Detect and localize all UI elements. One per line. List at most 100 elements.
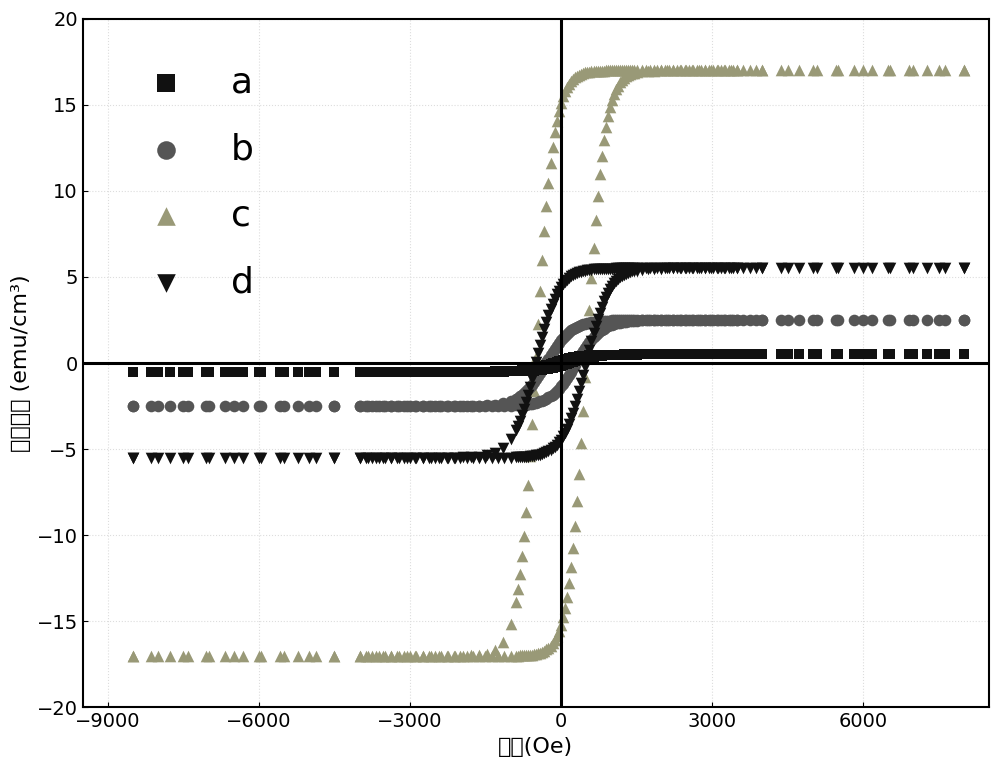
b [326, 400, 342, 412]
c [479, 647, 495, 660]
Point [446, 400, 462, 412]
b [705, 314, 721, 326]
c [705, 65, 721, 77]
Point [217, 452, 233, 464]
Point [549, 630, 565, 642]
d [689, 262, 705, 274]
Point [596, 323, 612, 335]
Point [855, 65, 871, 77]
Point [551, 436, 567, 449]
Point [598, 290, 614, 303]
Point [905, 65, 921, 77]
Point [512, 365, 528, 377]
b [620, 314, 636, 326]
c [581, 65, 597, 78]
Point [634, 349, 650, 361]
Point [526, 397, 542, 409]
a [565, 351, 581, 363]
Point [596, 296, 612, 308]
Point [563, 356, 579, 369]
Point [573, 437, 589, 449]
Point [665, 349, 681, 361]
c [638, 65, 654, 77]
c [624, 65, 640, 77]
Point [512, 451, 528, 463]
d [681, 262, 697, 274]
d [701, 262, 717, 274]
Point [659, 314, 675, 326]
Point [557, 602, 573, 614]
d [368, 452, 384, 464]
Point [653, 314, 669, 326]
d [612, 263, 628, 275]
c [551, 104, 567, 117]
a [479, 366, 495, 378]
c [588, 65, 604, 77]
b [773, 314, 789, 326]
Point [604, 319, 620, 331]
Point [522, 649, 538, 661]
Point [538, 363, 554, 376]
Point [308, 400, 324, 412]
d [514, 409, 530, 421]
Point [571, 352, 587, 364]
Point [308, 366, 324, 378]
Point [830, 262, 846, 274]
Point [672, 65, 688, 77]
Point [508, 650, 524, 662]
Point [665, 314, 681, 326]
c [665, 65, 681, 77]
c [423, 650, 439, 662]
c [383, 650, 399, 662]
b [882, 314, 898, 326]
Point [471, 400, 487, 412]
d [590, 263, 606, 275]
d [713, 262, 729, 274]
d [618, 262, 634, 274]
Point [748, 65, 764, 77]
c [725, 65, 741, 77]
Point [710, 262, 726, 274]
Point [602, 349, 618, 361]
Point [143, 452, 159, 464]
a [709, 348, 725, 360]
Point [549, 361, 565, 373]
Point [389, 452, 405, 464]
Point [561, 357, 577, 369]
b [717, 314, 733, 326]
a [579, 349, 595, 362]
Point [358, 452, 374, 464]
Point [536, 644, 552, 657]
Point [557, 426, 573, 439]
Point [524, 397, 540, 409]
Point [588, 329, 604, 341]
d [594, 263, 610, 275]
Point [253, 452, 269, 464]
a [508, 365, 524, 377]
Point [514, 649, 530, 661]
Point [931, 314, 947, 326]
Point [427, 400, 443, 412]
c [375, 650, 391, 662]
c [495, 637, 511, 649]
a [642, 349, 658, 361]
Point [143, 650, 159, 662]
b [559, 327, 575, 339]
c [590, 65, 606, 77]
a [360, 366, 376, 378]
d [754, 262, 770, 274]
Point [508, 366, 524, 378]
Point [594, 150, 610, 162]
b [618, 314, 634, 326]
Point [253, 400, 269, 412]
Point [880, 348, 896, 360]
Point [540, 445, 556, 458]
Point [614, 74, 630, 86]
Point [931, 262, 947, 274]
Point [180, 650, 196, 662]
a [693, 348, 709, 360]
Point [503, 452, 519, 464]
d [586, 263, 602, 276]
Point [569, 495, 585, 508]
c [567, 71, 583, 83]
